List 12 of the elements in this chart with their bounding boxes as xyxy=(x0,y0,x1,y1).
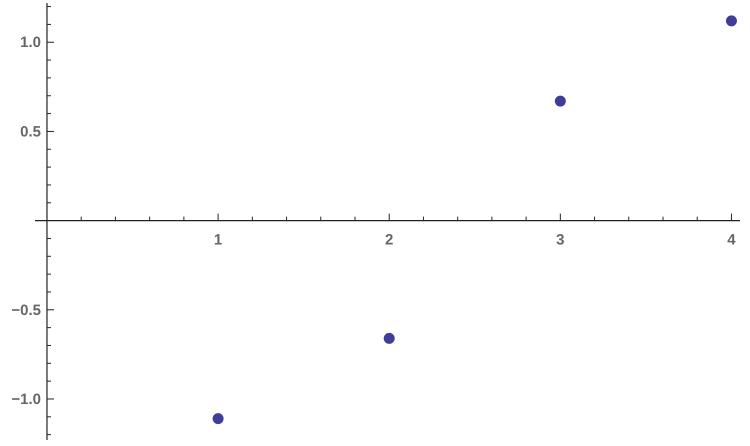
point xyxy=(554,96,566,107)
point xyxy=(212,413,224,424)
y-tick-label: −1.0 xyxy=(11,390,41,408)
x-tick-label: 2 xyxy=(385,232,394,249)
x-tick-label: 3 xyxy=(556,232,564,249)
x-tick-label: 4 xyxy=(727,232,736,249)
x-tick-label: 1 xyxy=(214,232,222,249)
y-tick-label: 1.0 xyxy=(20,34,41,52)
y-tick-label: −0.5 xyxy=(11,302,41,319)
point xyxy=(726,15,737,26)
point xyxy=(384,332,395,344)
y-tick-label: 0.5 xyxy=(20,123,41,140)
